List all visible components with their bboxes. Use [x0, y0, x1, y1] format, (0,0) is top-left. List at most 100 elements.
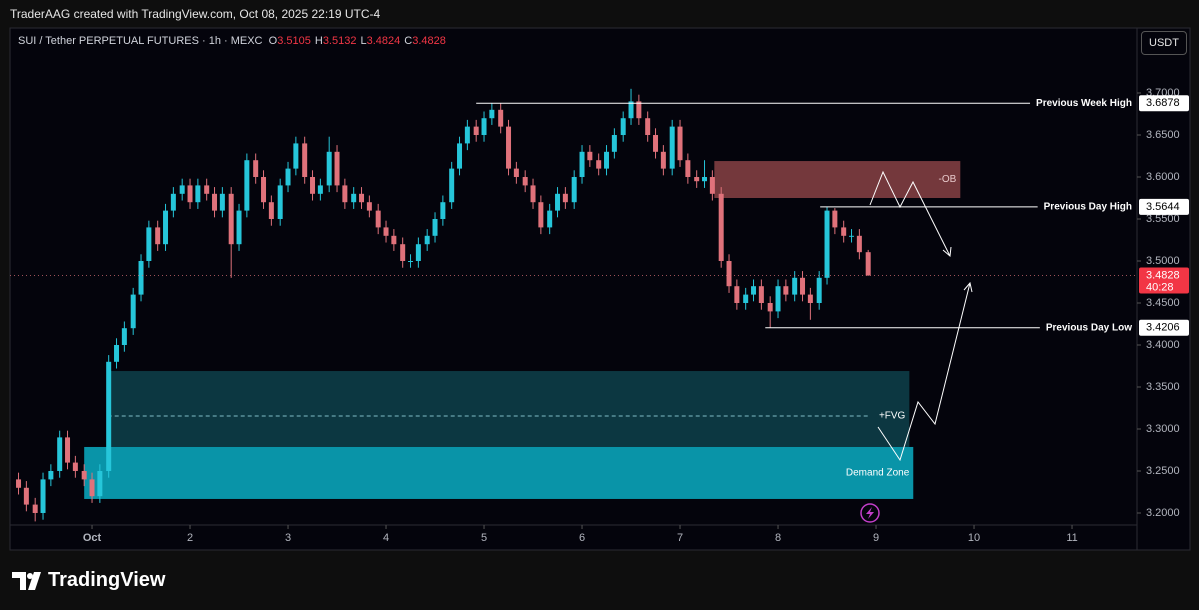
candle-body [734, 286, 740, 304]
brand-logo [12, 572, 41, 590]
brand: TradingView [48, 569, 166, 591]
brand-logo-dot [27, 573, 33, 579]
y-tick-label: 3.4000 [1146, 339, 1180, 351]
candle-body [440, 202, 446, 220]
last-price-label: 3.4828 [1146, 269, 1180, 281]
zone-label: -OB [939, 174, 957, 185]
candle-body [212, 193, 218, 211]
candle-body [841, 227, 847, 236]
candle-body [800, 277, 806, 295]
candle-body [645, 118, 651, 136]
ohlc-label: L [360, 35, 367, 47]
candle-body [775, 286, 781, 312]
candle-body [702, 177, 708, 182]
x-tick-label: 7 [677, 532, 683, 544]
candle-body [685, 160, 691, 178]
level-value: 3.4206 [1146, 322, 1180, 334]
last-price-box [1139, 267, 1189, 294]
candle-body [366, 202, 372, 211]
candle-body [40, 479, 46, 513]
candle-body [391, 235, 397, 245]
zone-label: +FVG [879, 411, 906, 422]
legend: SUI / Tether PERPETUAL FUTURES · 1h · ME… [18, 35, 450, 47]
y-tick-label: 3.4500 [1146, 297, 1180, 309]
candle-body [856, 235, 862, 253]
projection-arrow [869, 170, 951, 257]
candle-body [579, 151, 585, 178]
arrow-head [942, 246, 952, 257]
candle-body [522, 177, 528, 186]
y-tick-label: 3.3500 [1146, 381, 1180, 393]
candle-body [57, 437, 63, 471]
candle-body [481, 118, 487, 136]
candle-body [195, 185, 201, 203]
candle-body [694, 177, 700, 182]
candle-body [293, 143, 299, 169]
candle-body [415, 244, 421, 262]
candle-body [669, 126, 675, 169]
candle-body [146, 227, 152, 262]
projection-arrow [877, 282, 971, 462]
y-tick-label: 3.6500 [1146, 129, 1180, 141]
level-value: 3.6878 [1146, 97, 1180, 109]
candle-body [244, 160, 250, 211]
candle-body [587, 151, 593, 161]
candle-body [253, 160, 259, 178]
candle-body [743, 294, 749, 304]
candle-body [807, 294, 813, 304]
candle-body [310, 177, 316, 194]
candle-body [408, 261, 414, 263]
event-icon[interactable] [860, 503, 880, 523]
ohlc-value: 3.4824 [366, 35, 401, 47]
candle-body [285, 168, 291, 186]
candle-body [709, 177, 715, 194]
y-tick-label: 3.5000 [1146, 255, 1180, 267]
candle-body [342, 185, 348, 203]
ohlc-value: 3.5105 [277, 35, 311, 47]
x-tick-label: 3 [285, 532, 291, 544]
candle-body [611, 135, 617, 152]
countdown: 40:28 [1146, 281, 1174, 293]
candle-body [424, 235, 430, 245]
candle-body [498, 109, 504, 127]
candle-body [726, 261, 732, 287]
candle-body [334, 151, 340, 186]
candle-body [677, 126, 683, 161]
level-box [1139, 95, 1189, 112]
candle-body [65, 437, 71, 463]
y-tick-label: 3.3000 [1146, 423, 1180, 435]
zone [84, 446, 914, 499]
x-tick-label: 4 [383, 532, 389, 544]
candle-body [236, 210, 242, 245]
candle-body [400, 244, 406, 262]
credit: TraderAAG created with TradingView.com, … [10, 7, 381, 21]
level-box [1139, 198, 1189, 215]
candle-body [571, 177, 577, 203]
candle-body [130, 294, 136, 329]
candle-body [48, 470, 54, 480]
arrow-head [963, 281, 973, 293]
candle-body [604, 151, 610, 169]
candle-body [204, 185, 210, 194]
candle-body [506, 126, 512, 169]
x-tick-label: 9 [873, 532, 879, 544]
candle-body [751, 286, 757, 295]
candle-body [758, 286, 764, 304]
level-label: Previous Day High [1044, 202, 1132, 213]
candle-body [383, 227, 389, 236]
candle-body [783, 286, 789, 295]
level-label: Previous Day Low [1046, 322, 1132, 333]
level-value: 3.5644 [1146, 201, 1180, 213]
symbol: SUI / Tether PERPETUAL FUTURES · 1h · ME… [18, 35, 263, 47]
candle-body [219, 193, 225, 211]
ohlc-value: 3.4828 [412, 35, 446, 47]
candle-body [547, 210, 553, 228]
candle-body [302, 143, 308, 178]
candle-body [121, 328, 127, 345]
y-tick-label: 3.2500 [1146, 465, 1180, 477]
x-tick-label: 8 [775, 532, 781, 544]
candle-body [473, 126, 479, 136]
currency-button[interactable]: USDT [1141, 31, 1187, 55]
candle-body [16, 479, 22, 488]
x-tick-label: 11 [1066, 532, 1077, 544]
